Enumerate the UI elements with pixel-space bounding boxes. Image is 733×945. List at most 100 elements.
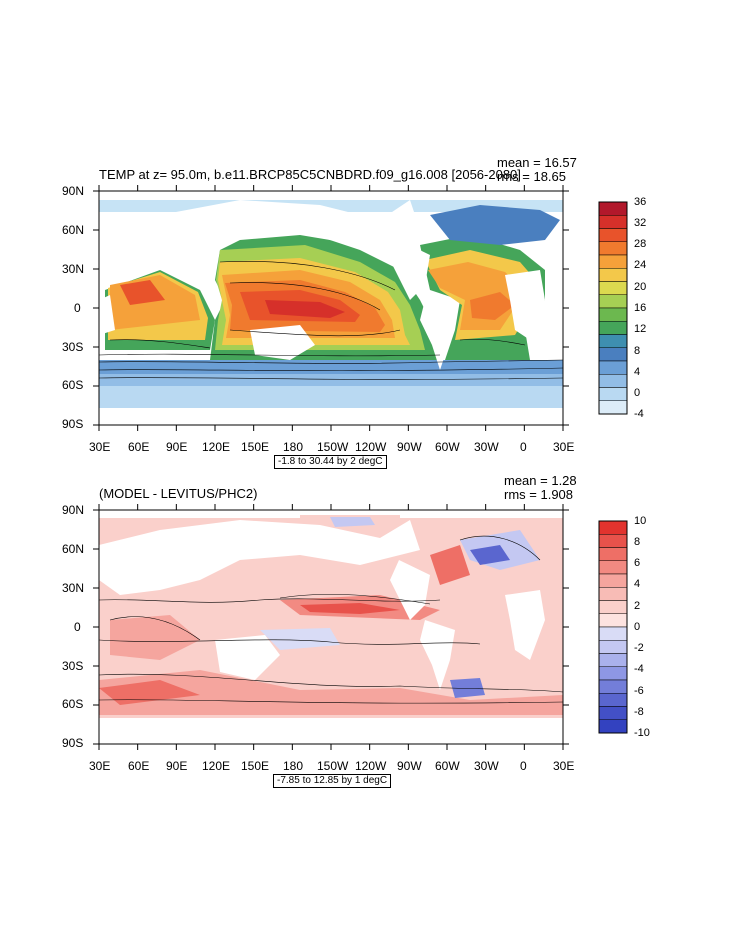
colorbar-swatch — [598, 560, 628, 575]
lon-label: 30E — [553, 759, 575, 773]
lat-label: 90S — [62, 736, 84, 750]
top-map — [98, 190, 564, 426]
lon-label: 60W — [435, 440, 460, 454]
colorbar-label: 32 — [634, 217, 647, 229]
colorbar-label: 36 — [634, 196, 647, 208]
lat-label: 60S — [62, 378, 84, 392]
colorbar-frame — [598, 520, 628, 734]
colorbar-label: 4 — [634, 366, 641, 378]
lat-label: 60S — [62, 697, 84, 711]
colorbar-swatch — [598, 387, 628, 401]
bottom-colorbar — [598, 520, 628, 734]
bottom-mean-label: mean = 1.28 — [504, 473, 577, 488]
colorbar-label: -2 — [634, 642, 644, 654]
colorbar-swatch — [598, 215, 628, 229]
colorbar-swatch — [598, 321, 628, 335]
top-panel-title: TEMP at z= 95.0m, b.e11.BRCP85C5CNBDRD.f… — [99, 167, 521, 182]
lon-label: 0 — [520, 759, 527, 773]
colorbar-swatch — [598, 666, 628, 681]
lon-label: 120E — [202, 440, 231, 454]
colorbar-swatch — [598, 241, 628, 256]
pacific-ocean — [210, 230, 440, 360]
indian-ocean — [105, 270, 215, 350]
colorbar-label: 12 — [634, 323, 647, 335]
lon-label: 120W — [355, 759, 387, 773]
colorbar-label: -4 — [634, 663, 644, 675]
colorbar-swatch — [598, 706, 628, 720]
lat-label: 60N — [62, 223, 85, 237]
bottom-panel-title: (MODEL - LEVITUS/PHC2) — [99, 486, 258, 501]
lon-label: 90W — [397, 759, 422, 773]
colorbar-label: 10 — [634, 515, 647, 527]
lon-label: 120W — [355, 440, 387, 454]
colorbar-label: 8 — [634, 536, 641, 548]
lat-label: 60N — [62, 542, 85, 556]
colorbar-label: -4 — [634, 408, 644, 420]
colorbar-swatch — [598, 360, 628, 375]
lon-label: 30E — [89, 759, 111, 773]
colorbar-swatch — [598, 281, 628, 295]
colorbar-swatch — [598, 653, 628, 667]
colorbar-swatch — [598, 693, 628, 707]
colorbar-frame — [598, 201, 628, 415]
bottom-map — [98, 509, 564, 745]
lon-label: 150W — [317, 440, 349, 454]
arctic-cool-anomaly — [330, 517, 375, 527]
top-rms-label: rms = 18.65 — [497, 169, 567, 184]
lat-label: 90S — [62, 417, 84, 431]
lat-label: 0 — [74, 301, 81, 315]
colorbar-label: 0 — [634, 387, 641, 399]
colorbar-swatch — [598, 347, 628, 362]
colorbar-swatch — [598, 400, 628, 415]
colorbar-label: 24 — [634, 259, 647, 271]
lat-label: 30N — [62, 262, 85, 276]
colorbar-swatch — [598, 294, 628, 309]
colorbar-swatch — [598, 719, 628, 734]
south-america-land — [420, 300, 455, 370]
colorbar-label: 0 — [634, 621, 641, 633]
north-america-land — [390, 240, 430, 300]
colorbar-swatch — [598, 679, 628, 694]
lat-label: 30N — [62, 581, 85, 595]
colorbar-label: 28 — [634, 238, 647, 250]
axis-ticks — [93, 185, 569, 750]
lon-label: 30E — [89, 440, 111, 454]
colorbar-label: 16 — [634, 302, 647, 314]
australia-land — [215, 635, 280, 680]
lon-label: 90E — [166, 759, 188, 773]
colorbar-label: -6 — [634, 685, 644, 697]
colorbar-swatch — [598, 613, 628, 628]
lon-label: 150W — [317, 759, 349, 773]
lat-label: 0 — [74, 620, 81, 634]
top-mean-label: mean = 16.57 — [497, 155, 577, 170]
lat-label: 30S — [62, 340, 84, 354]
lon-label: 90W — [397, 440, 422, 454]
colorbar-swatch — [598, 640, 628, 654]
colorbar-label: -8 — [634, 706, 644, 718]
colorbar-label: 8 — [634, 345, 641, 357]
lon-label: 30W — [474, 759, 499, 773]
lon-label: 60E — [128, 759, 150, 773]
colorbar-swatch — [598, 573, 628, 588]
colorbar-label: 2 — [634, 600, 641, 612]
colorbar-swatch — [598, 254, 628, 269]
lat-label: 30S — [62, 659, 84, 673]
colorbar-label: -10 — [634, 727, 650, 739]
bottom-land — [99, 520, 563, 744]
bottom-contours — [98, 535, 564, 704]
atlantic-ocean — [420, 205, 560, 360]
lon-label: 120E — [202, 759, 231, 773]
lat-label: 90N — [62, 503, 85, 517]
colorbar-label: 20 — [634, 281, 647, 293]
lon-label: 150E — [241, 759, 270, 773]
top-land — [99, 200, 563, 425]
lon-label: 60E — [128, 440, 150, 454]
top-colorbar — [598, 201, 628, 415]
top-range-box: -1.8 to 30.44 by 2 degC — [274, 455, 387, 469]
colorbar-swatch — [598, 520, 628, 535]
lon-label: 60W — [435, 759, 460, 773]
colorbar-label: 4 — [634, 578, 641, 590]
lon-label: 150E — [241, 440, 270, 454]
africa-land — [505, 270, 545, 340]
australia-land — [250, 325, 315, 360]
